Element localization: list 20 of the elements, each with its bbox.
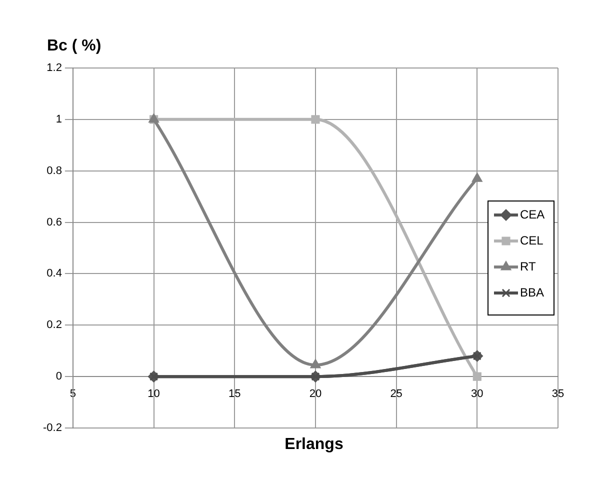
legend-label: BBA <box>520 285 544 300</box>
legend-label: RT <box>520 259 536 274</box>
x-tick-label: 20 <box>309 388 322 400</box>
y-tick-label: 1 <box>56 113 62 126</box>
y-axis-title: Bc ( %) <box>46 37 102 54</box>
legend-label: CEA <box>520 207 545 222</box>
y-tick-label: 1.2 <box>46 62 62 74</box>
x-tick-label: 30 <box>471 388 484 400</box>
x-tick-label: 35 <box>552 388 564 400</box>
y-tick-label: 0.6 <box>46 216 62 228</box>
x-axis-title: Erlangs <box>284 436 344 454</box>
y-tick-label: 0.2 <box>46 319 62 332</box>
x-tick-label: 10 <box>148 388 160 400</box>
y-tick-label: 0 <box>56 370 62 383</box>
x-tick-label: 15 <box>228 388 241 400</box>
y-tick-label: -0.2 <box>42 422 62 434</box>
y-tick-label: 0.8 <box>46 164 62 177</box>
y-tick-label: 0.4 <box>46 268 62 280</box>
x-tick-label: 25 <box>390 388 402 400</box>
legend-label: CEL <box>520 233 544 248</box>
